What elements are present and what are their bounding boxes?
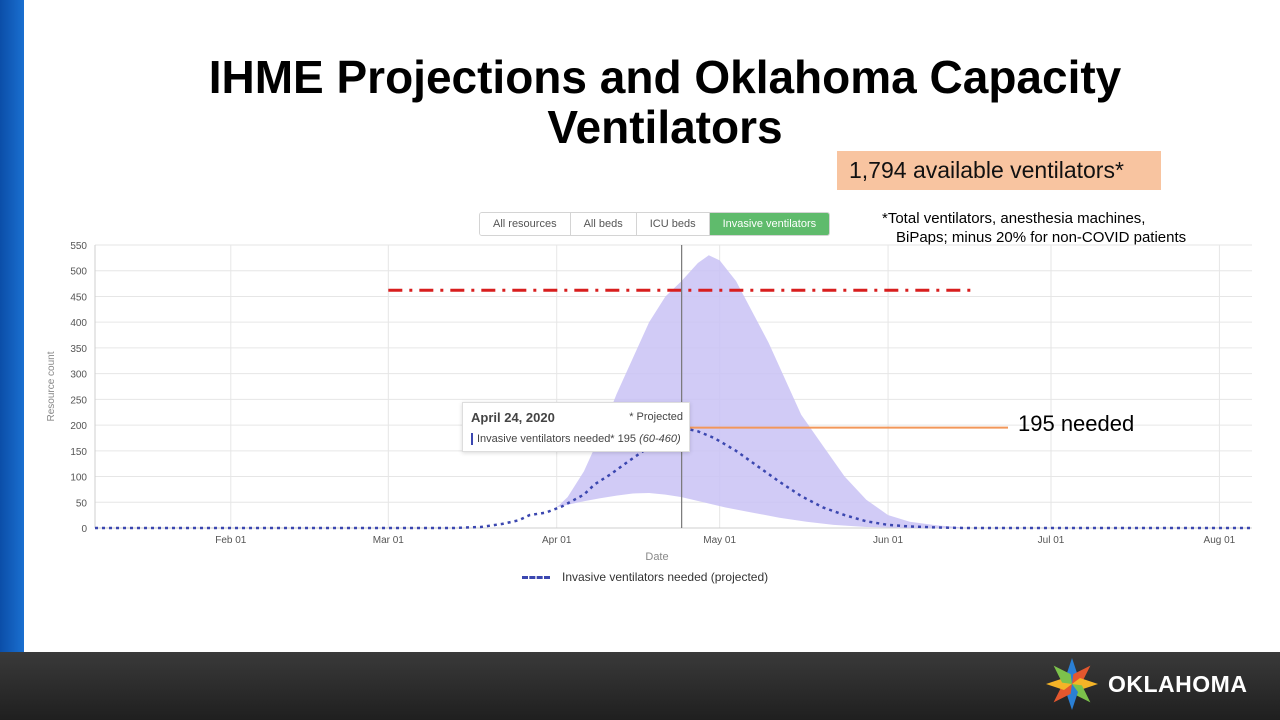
tooltip-series-marker — [471, 433, 473, 446]
y-tick-label: 250 — [70, 395, 87, 406]
tab-invasive-ventilators[interactable]: Invasive ventilators — [709, 213, 830, 235]
chart-tooltip: April 24, 2020 * Projected Invasive vent… — [462, 402, 690, 452]
y-tick-label: 500 — [70, 267, 87, 278]
y-tick-label: 0 — [81, 524, 87, 535]
y-tick-label: 450 — [70, 292, 87, 303]
tooltip-series-label: Invasive ventilators needed* — [477, 433, 615, 445]
slide-title-line1: IHME Projections and Oklahoma Capacity — [208, 51, 1122, 103]
x-tick-label: Jul 01 — [1038, 535, 1065, 546]
tooltip-projected-note: * Projected — [629, 411, 683, 423]
legend-label: Invasive ventilators needed (projected) — [562, 570, 769, 584]
x-tick-label: Apr 01 — [542, 535, 572, 546]
chart-legend[interactable]: Invasive ventilators needed (projected) — [522, 570, 768, 584]
tooltip-date: April 24, 2020 — [471, 410, 555, 425]
x-tick-label: Aug 01 — [1204, 535, 1236, 546]
y-tick-label: 50 — [76, 498, 88, 509]
legend-dashed-swatch — [522, 575, 550, 579]
tab-all-resources[interactable]: All resources — [480, 213, 571, 235]
y-tick-label: 100 — [70, 473, 87, 484]
left-accent-bar — [0, 0, 24, 652]
y-tick-label: 350 — [70, 344, 87, 355]
oklahoma-logo-text: OKLAHOMA — [1108, 671, 1248, 697]
series-line-ventilators-needed — [95, 426, 1252, 530]
y-tick-label: 550 — [70, 241, 87, 252]
uncertainty-band — [556, 255, 970, 529]
tooltip-value: 195 — [617, 433, 637, 445]
footnote-line2: BiPaps; minus 20% for non-COVID patients — [896, 229, 1187, 246]
y-tick-label: 200 — [70, 421, 87, 432]
oklahoma-star-logo-icon — [1046, 658, 1098, 710]
footnote: *Total ventilators, anesthesia machines,… — [882, 209, 1186, 247]
resource-tabs: All resources All beds ICU beds Invasive… — [479, 212, 831, 236]
tooltip-row: Invasive ventilators needed* 195 (60-460… — [471, 433, 681, 446]
y-axis-title: Resource count — [46, 351, 57, 421]
needed-annotation: 195 needed — [1018, 411, 1135, 436]
available-ventilators-box: 1,794 available ventilators* — [837, 151, 1161, 190]
x-tick-label: Feb 01 — [215, 535, 247, 546]
x-tick-label: Mar 01 — [373, 535, 405, 546]
x-tick-label: May 01 — [703, 535, 736, 546]
ventilator-chart: 0 50 100 150 200 250 300 350 400 450 500 550 Feb 01 M… — [46, 241, 1252, 563]
slide-title-line2: Ventilators — [547, 101, 783, 153]
tooltip-range: (60-460) — [639, 433, 681, 445]
footnote-line1: *Total ventilators, anesthesia machines, — [882, 210, 1146, 227]
x-axis-title: Date — [645, 551, 668, 563]
y-tick-label: 400 — [70, 318, 87, 329]
y-tick-label: 300 — [70, 370, 87, 381]
tab-icu-beds[interactable]: ICU beds — [636, 213, 710, 235]
x-tick-label: Jun 01 — [873, 535, 903, 546]
tab-all-beds[interactable]: All beds — [570, 213, 637, 235]
slide-title: IHME Projections and Oklahoma Capacity V… — [40, 52, 1280, 152]
y-tick-label: 150 — [70, 447, 87, 458]
